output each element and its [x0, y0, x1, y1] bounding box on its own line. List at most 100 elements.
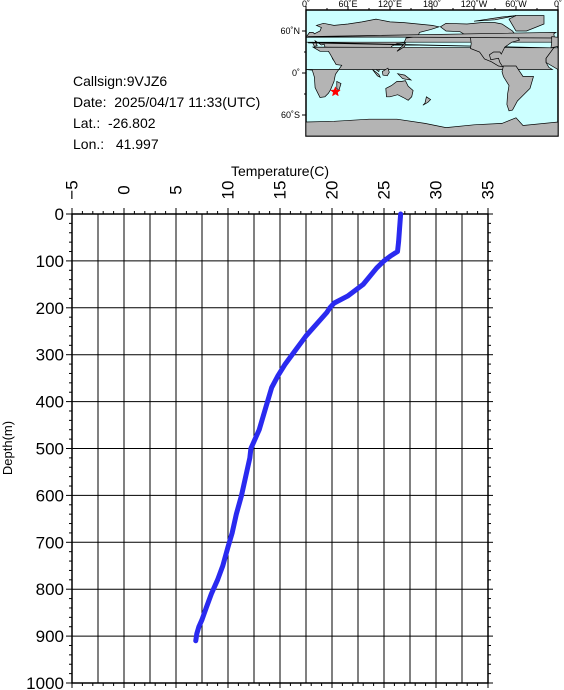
data-point [381, 258, 387, 264]
latitude-line: Lat.: -26.802 [73, 115, 156, 131]
data-point [196, 624, 202, 629]
data-point [257, 427, 262, 432]
data-point [345, 293, 350, 299]
x-tick-label: 5 [167, 185, 186, 194]
data-point [209, 591, 214, 597]
data-point [199, 617, 205, 622]
map-lat-label: 60˚S [281, 110, 300, 120]
longitude-label: Lon.: [73, 136, 105, 152]
data-point [293, 347, 298, 353]
map-lon-label: 0˚ [554, 0, 562, 9]
data-point [395, 249, 400, 254]
x-axis-label: Temperature(C) [231, 163, 329, 179]
land-arctic-islands [473, 15, 517, 22]
data-point [261, 413, 266, 418]
map-lon-label: 60˚E [338, 0, 357, 9]
data-point [283, 361, 288, 367]
date-label: Date: [73, 94, 107, 110]
map-lat-label: 0˚ [292, 68, 300, 78]
callsign: Callsign:9VJZ6 [73, 73, 168, 89]
longitude-line: Lon.: 41.997 [73, 136, 159, 152]
x-tick-label: −5 [63, 180, 82, 199]
land-australia [385, 80, 414, 101]
temperature-profile-line [193, 211, 404, 644]
map-grid [302, 6, 559, 116]
data-point [275, 373, 281, 379]
longitude-value: 41.997 [115, 136, 159, 152]
y-tick-label: 900 [36, 627, 64, 646]
x-tick-label: 0 [115, 185, 134, 194]
date-value: 2025/04/17 11:33(UTC) [114, 94, 261, 110]
x-tick-label: 30 [427, 181, 446, 200]
data-point [234, 511, 239, 517]
map-lat-label: 60˚N [280, 26, 300, 36]
y-tick-labels: 0 100 200 300 400 500 600 700 800 900 1000 [26, 205, 64, 690]
data-point [215, 577, 220, 583]
data-point [193, 638, 198, 643]
data-point [252, 436, 258, 442]
world-map: 0˚ 60˚E 120˚E 180˚ 120˚W 60˚W 0˚ 60˚N 0˚ 60˚S [280, 0, 562, 137]
y-tick-label: 400 [36, 393, 64, 412]
map-lon-label: 0˚ [302, 0, 310, 9]
plot-frame [71, 213, 489, 684]
x-tick-label: 15 [271, 181, 290, 200]
data-point [269, 385, 274, 390]
chart-series [193, 211, 404, 644]
x-tick-label: 10 [219, 181, 238, 200]
data-point [397, 225, 402, 231]
data-point [243, 474, 248, 479]
land-greenland [508, 15, 545, 32]
y-tick-label: 1000 [26, 674, 64, 690]
data-point [396, 239, 401, 245]
land-uk [307, 32, 558, 39]
data-point [327, 305, 333, 310]
map-lon-label: 60˚W [505, 0, 527, 9]
land-antarctica [305, 117, 559, 137]
land-sumatra [372, 69, 381, 78]
land-japan [396, 41, 406, 52]
data-point [194, 631, 199, 636]
y-tick-label: 0 [55, 205, 64, 224]
y-tick-label: 500 [36, 440, 64, 459]
data-point [247, 455, 253, 461]
x-tick-label: 20 [323, 181, 342, 200]
land-iberia [550, 36, 559, 49]
location-marker-star-icon [329, 86, 341, 97]
data-point [225, 544, 231, 550]
x-tick-label: 35 [479, 181, 498, 200]
data-point [248, 446, 254, 451]
map-land [305, 15, 559, 137]
x-tick-label: 25 [375, 181, 394, 200]
data-point [303, 333, 309, 339]
map-longitude-labels: 0˚ 60˚E 120˚E 180˚ 120˚W 60˚W 0˚ [302, 0, 562, 9]
data-point [361, 282, 366, 287]
data-point [203, 605, 209, 611]
data-point [265, 399, 270, 404]
y-tick-label: 600 [36, 486, 64, 505]
y-tick-label: 700 [36, 533, 64, 552]
map-latitude-labels: 60˚N 0˚ 60˚S [280, 26, 300, 120]
map-lon-label: 120˚E [378, 0, 402, 9]
data-point [316, 319, 321, 325]
data-point [324, 310, 329, 315]
y-tick-label: 100 [36, 252, 64, 271]
map-lon-label: 180˚ [423, 0, 441, 9]
data-point [220, 563, 225, 568]
data-point [388, 254, 393, 259]
y-axis-label: Depth(m) [0, 421, 15, 475]
land-new-guinea [396, 73, 413, 81]
x-tick-labels: −5 0 5 10 15 20 25 30 35 [63, 180, 498, 199]
chart-grid [71, 213, 489, 684]
data-point [398, 211, 403, 217]
y-tick-label: 300 [36, 346, 64, 365]
land-new-zealand [422, 96, 432, 106]
land-west-africa [545, 47, 559, 71]
land-borneo [381, 67, 390, 77]
map-lon-label: 120˚W [461, 0, 488, 9]
date-line: Date: 2025/04/17 11:33(UTC) [73, 94, 260, 110]
data-point [331, 300, 337, 306]
y-tick-label: 800 [36, 580, 64, 599]
y-tick-label: 200 [36, 299, 64, 318]
latitude-value: -26.802 [108, 115, 156, 131]
